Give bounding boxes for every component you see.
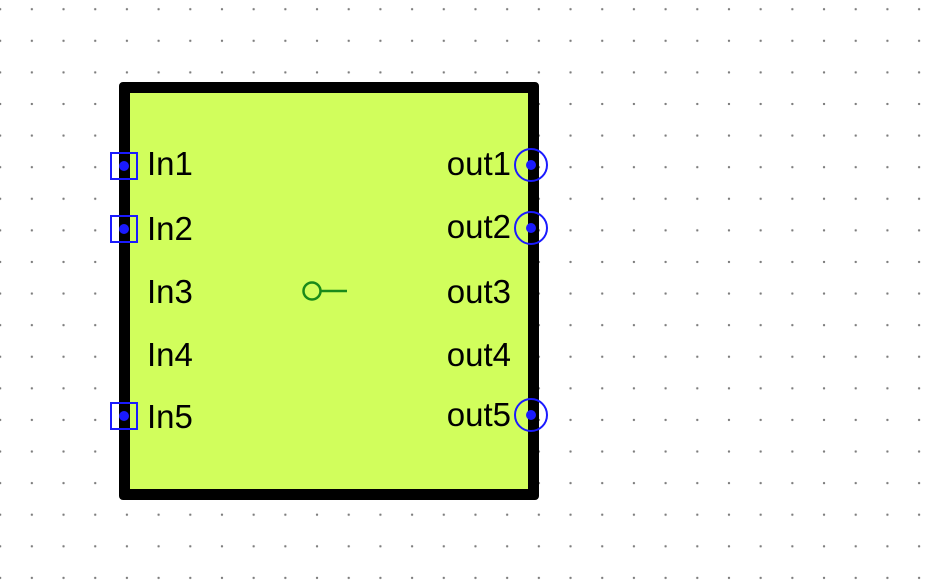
output-label-out1: out1	[446, 145, 511, 182]
output-label-out4: out4	[446, 336, 511, 373]
output-label-out3: out3	[446, 273, 511, 310]
input-label-in5: In5	[147, 398, 193, 435]
input-label-in1: In1	[147, 145, 193, 182]
function-block[interactable]	[119, 82, 539, 500]
input-label-in4: In4	[147, 336, 193, 373]
output-label-out5: out5	[446, 396, 511, 433]
input-port-in2[interactable]	[110, 215, 138, 243]
output-port-out5[interactable]	[514, 398, 548, 432]
input-label-in3: In3	[147, 273, 193, 310]
input-label-in2: In2	[147, 210, 193, 247]
open-circle-line-icon	[302, 281, 347, 301]
output-port-out2[interactable]	[514, 211, 548, 245]
output-label-out2: out2	[446, 208, 511, 245]
input-port-in1[interactable]	[110, 152, 138, 180]
input-port-in5[interactable]	[110, 402, 138, 430]
output-port-out1[interactable]	[514, 148, 548, 182]
